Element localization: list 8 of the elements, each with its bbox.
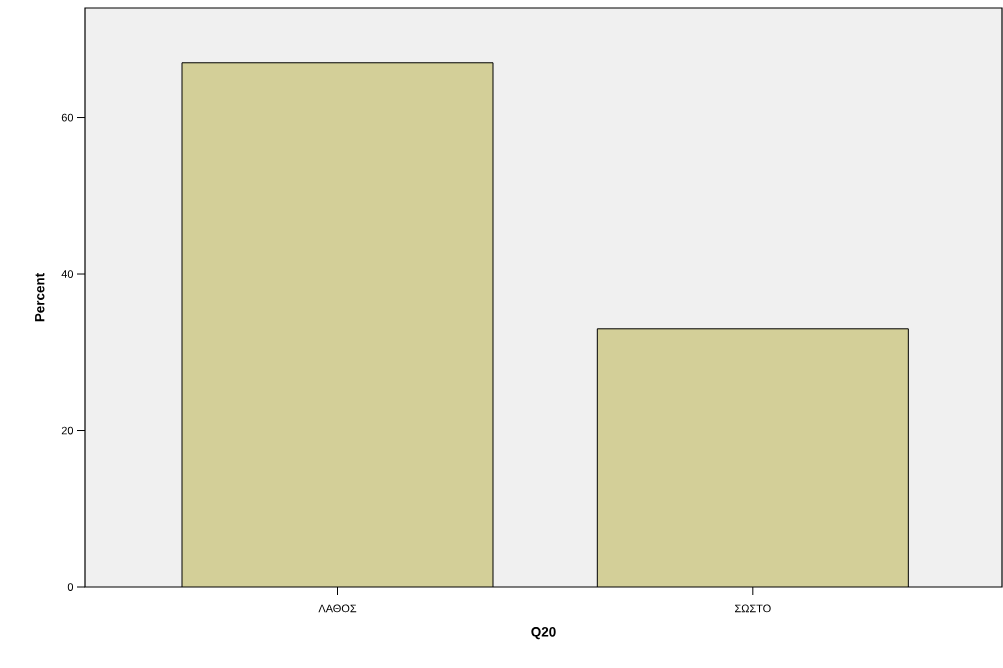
y-axis-title: Percent [35,273,45,322]
x-tick-label: ΣΩΣΤΟ [735,604,771,613]
y-tick-label: 60 [61,113,74,122]
y-tick-label: 40 [61,270,74,278]
y-tick-label: 0 [67,583,74,591]
x-tick-label: ΛΑΘΟΣ [318,604,357,613]
y-tick-label: 20 [61,426,74,435]
x-axis-title: Q20 [531,627,556,640]
